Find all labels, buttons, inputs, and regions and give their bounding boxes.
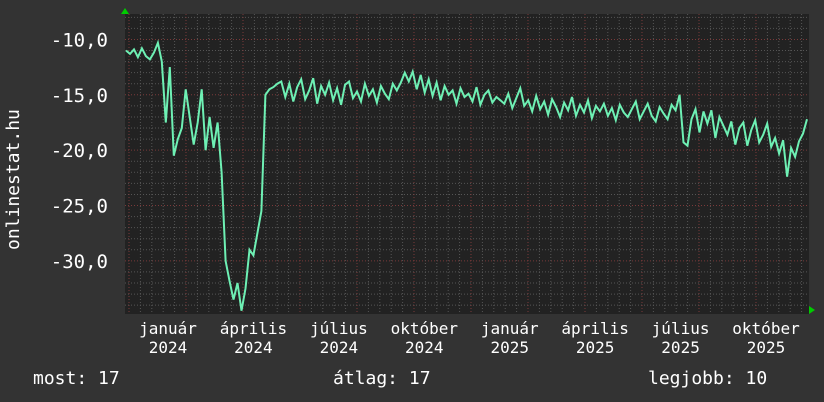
x-tick-year-label: 2025	[576, 338, 615, 357]
x-tick-year-label: 2024	[149, 338, 188, 357]
x-tick-month-label: január	[139, 319, 197, 338]
y-tick-label: -25,0	[51, 196, 108, 218]
legend-current: most: 17	[33, 368, 120, 389]
x-tick-year-label: 2024	[320, 338, 359, 357]
y-tick-label: -20,0	[51, 140, 108, 162]
x-axis: január2024április2024július2024október20…	[139, 319, 800, 357]
x-tick-year-label: 2024	[405, 338, 444, 357]
x-axis-arrow-icon	[809, 306, 815, 314]
x-tick-month-label: július	[310, 319, 368, 338]
y-axis-label: onlinestat.hu	[3, 109, 24, 250]
x-tick-year-label: 2025	[661, 338, 700, 357]
x-tick-month-label: július	[652, 319, 710, 338]
y-axis: -10,0 -15,0 -20,0 -25,0 -30,0	[51, 29, 108, 272]
legend-best: legjobb: 10	[648, 368, 767, 389]
x-tick-month-label: január	[481, 319, 539, 338]
x-tick-month-label: október	[391, 319, 459, 338]
plot-area	[125, 14, 809, 314]
y-tick-label: -10,0	[51, 29, 108, 51]
x-tick-month-label: április	[220, 319, 287, 338]
y-tick-label: -15,0	[51, 85, 108, 107]
x-tick-month-label: október	[732, 319, 800, 338]
series-line	[125, 39, 808, 311]
y-tick-label: -30,0	[51, 251, 108, 273]
x-tick-year-label: 2025	[747, 338, 786, 357]
x-tick-year-label: 2024	[234, 338, 273, 357]
x-tick-year-label: 2025	[490, 338, 529, 357]
grid	[125, 14, 809, 314]
legend-average: átlag: 17	[333, 368, 431, 389]
x-tick-month-label: április	[561, 319, 628, 338]
y-axis-arrow-icon	[121, 8, 129, 14]
